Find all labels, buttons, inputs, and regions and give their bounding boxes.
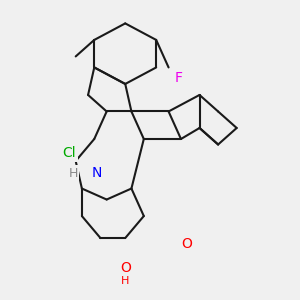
Text: H: H	[121, 276, 129, 286]
Text: H: H	[69, 167, 78, 180]
Text: F: F	[175, 71, 182, 85]
Text: O: O	[120, 261, 131, 275]
Text: N: N	[92, 166, 102, 180]
Text: O: O	[182, 237, 193, 250]
Text: Cl: Cl	[63, 146, 76, 160]
